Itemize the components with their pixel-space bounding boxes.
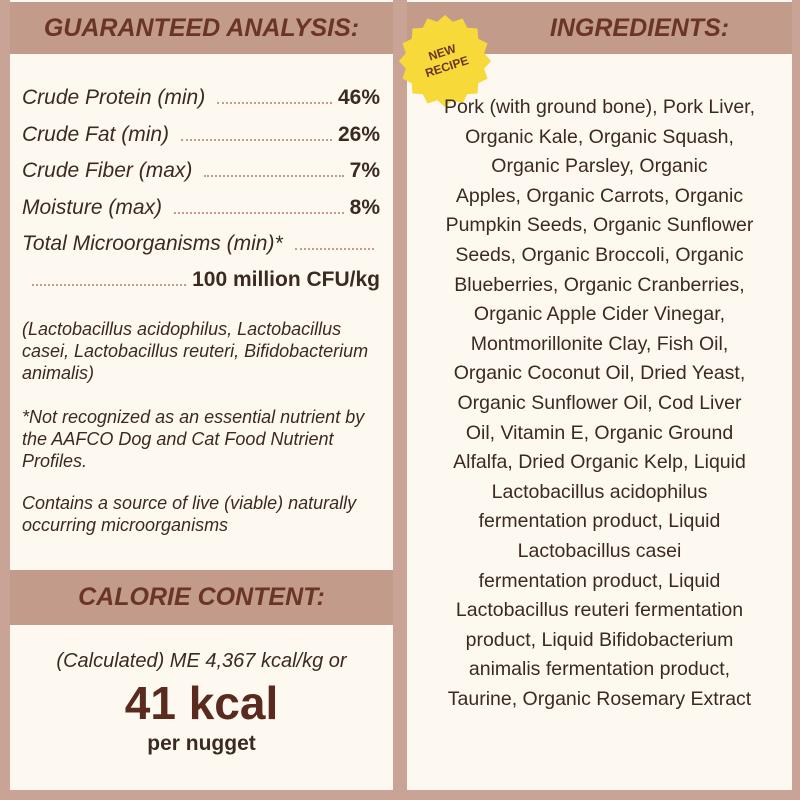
note: Contains a source of live (viable) natur… [22,493,357,535]
note: *Not recognized as an essential nutrient… [22,407,365,471]
ingredient-line: Organic Coconut Oil, Dried Yeast, [453,362,746,385]
micro-value-row: 100 million CFU/kg [22,262,380,292]
value: 26% [337,122,380,146]
ingredient-line: Organic Sunflower Oil, Cod Liver [457,392,742,414]
value: 8% [349,195,380,219]
value: 7% [349,159,380,182]
calculated: (Calculated) ME 4,367 kcal/kg or [56,650,347,672]
ingredient-line: fermentation product, Liquid [478,569,721,592]
kcal: 41 kcal [124,677,279,729]
ingredient-line: Lactobacillus reuteri fermentation [455,599,744,622]
analysis-row: Crude Protein (min) 46% [22,80,380,110]
analysis-row: Crude Fat (min) 26% [22,117,380,147]
right-panel [407,0,792,790]
label: Crude Fiber (max) [22,159,193,182]
ingredient-line: fermentation product, Liquid [478,510,721,533]
ingredient-line: Organic Kale, Organic Squash, [465,125,734,148]
ingredient-line: animalis fermentation product, [468,658,731,681]
section-title: CALORIE CONTENT: [10,570,393,625]
ingredient-line: Blueberries, Organic Cranberries, [454,273,745,296]
ingredient-line: Oil, Vitamin E, Organic Ground [465,421,734,444]
note: (Lactobacillus acidophilus, Lactobacillu… [22,319,369,383]
ingredient-line: Lactobacillus acidophilus [491,480,708,503]
analysis-row: Moisture (max) 8% [22,190,380,220]
badge: NEW RECIPE [399,15,491,107]
ingredient-line: Apples, Organic Carrots, Organic [455,184,744,207]
ingredient-line: Alfalfa, Dried Organic Kelp, Liquid [453,451,746,474]
ingredient-line: Taurine, Organic Rosemary Extract [447,688,752,710]
ingredient-line: Montmorillonite Clay, Fish Oil, [470,332,729,355]
value: 46% [337,86,380,109]
badge-shape [399,15,491,107]
left-panel [10,0,393,790]
section-title: GUARANTEED ANALYSIS: [10,2,393,54]
ingredient-line: Seeds, Organic Broccoli, Organic [455,244,744,266]
label: Crude Protein (min) [22,86,206,109]
ingredient-line: Organic Apple Cider Vinegar, [473,303,726,326]
analysis-row: Crude Fiber (max) 7% [22,153,380,183]
label: Moisture (max) [22,195,163,219]
ingredient-line: product, Liquid Bifidobacterium [465,628,734,651]
value: 100 million CFU/kg [192,268,380,291]
ingredient-line: Pumpkin Seeds, Organic Sunflower [445,214,754,237]
label: Crude Fat (min) [22,122,170,146]
ingredient-line: Lactobacillus casei [517,540,682,562]
ingredient-line: Pork (with ground bone), Pork Liver, [443,96,756,118]
micro-row: Total Microorganisms (min)* [22,226,380,256]
unit: per nugget [147,732,256,755]
ingredient-line: Organic Parsley, Organic [491,155,708,178]
label: Total Microorganisms (min)* [22,232,283,255]
